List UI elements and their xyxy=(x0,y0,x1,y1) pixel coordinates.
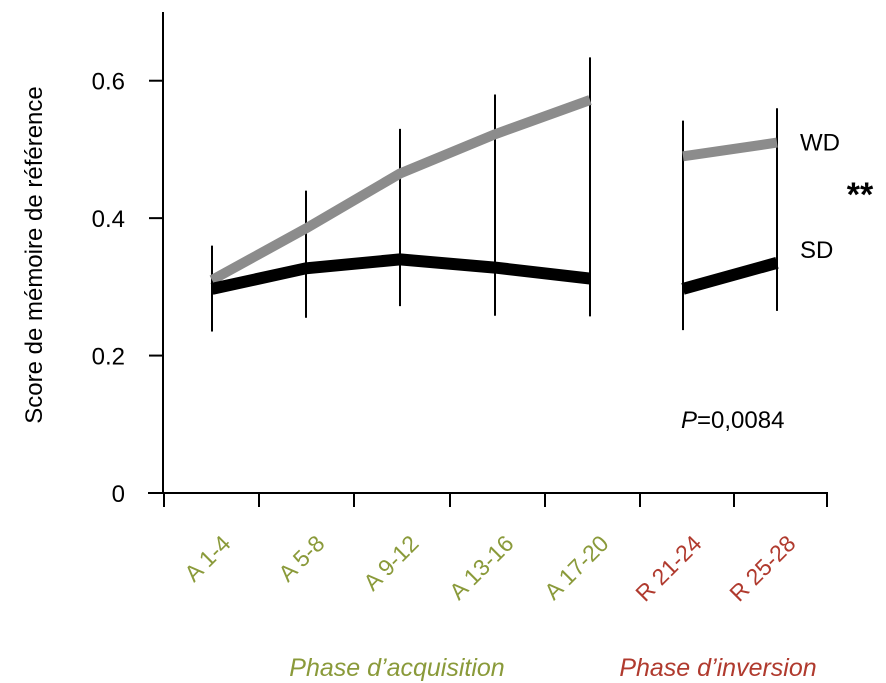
category-label: A 13-16 xyxy=(444,530,518,604)
category-label: A 1-4 xyxy=(179,530,236,587)
series-lines xyxy=(209,95,779,295)
series-label-wd: WD xyxy=(800,130,840,157)
p-value-prefix: P xyxy=(681,407,697,434)
category-labels: A 1-4 A 5-8 A 9-12 A 13-16 A 17-20 R 21-24 R 2… xyxy=(179,530,800,606)
series-line-wd xyxy=(682,137,778,162)
category-label: R 21-24 xyxy=(630,530,706,606)
phase-label-inversion: Phase d’inversion xyxy=(619,654,816,682)
x-ticks xyxy=(163,493,828,507)
y-tick-label: 0.6 xyxy=(92,69,125,96)
category-label: A 9-12 xyxy=(358,530,423,595)
series-labels: WD SD xyxy=(800,130,840,264)
significance-marker: ** xyxy=(847,176,874,214)
p-value-annotation: P=0,0084 xyxy=(681,407,784,434)
series-label-sd: SD xyxy=(800,237,833,264)
y-tick-label: 0.2 xyxy=(92,344,125,371)
category-label: A 17-20 xyxy=(539,530,613,604)
series-line-sd xyxy=(681,257,779,295)
series-line-sd xyxy=(210,253,591,295)
y-ticks: 0 0.2 0.4 0.6 xyxy=(92,69,163,508)
series-line-wd xyxy=(209,95,592,285)
category-label: R 25-28 xyxy=(724,530,800,606)
y-axis-label: Score de mémoire de référence xyxy=(21,86,48,424)
y-tick-label: 0.4 xyxy=(92,206,125,233)
phase-label-acquisition: Phase d’acquisition xyxy=(289,654,504,682)
category-label: A 5-8 xyxy=(273,530,329,586)
p-value-text: =0,0084 xyxy=(697,407,784,434)
y-tick-label: 0 xyxy=(112,481,125,508)
